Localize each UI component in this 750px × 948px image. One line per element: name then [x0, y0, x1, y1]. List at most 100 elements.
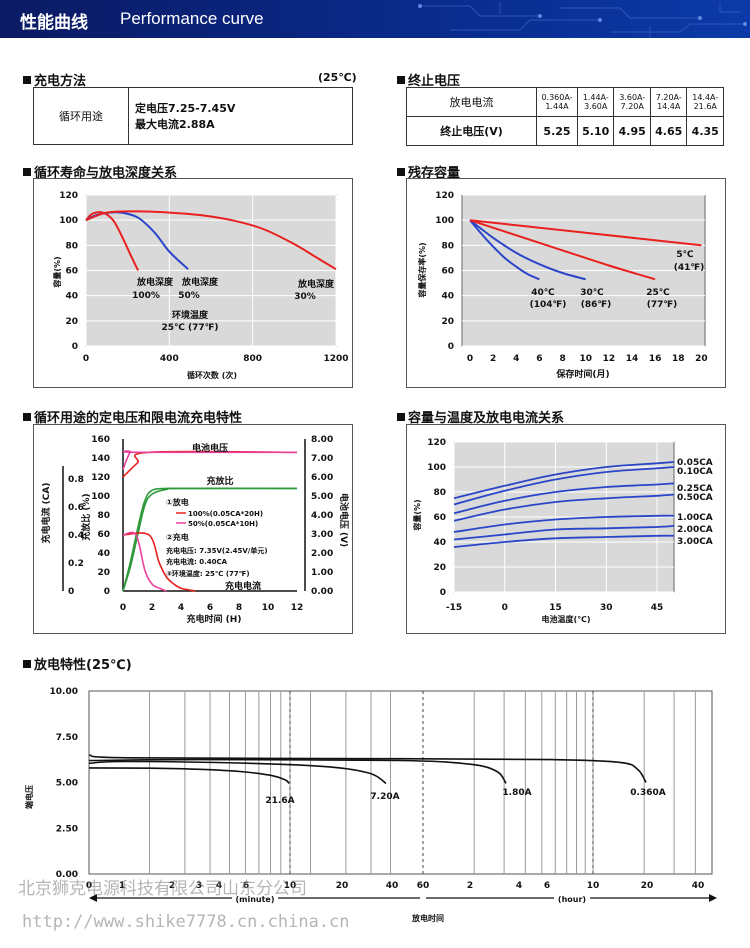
discharge-unit-minute: (minute): [235, 895, 274, 904]
charge-legend: 100%(0.05CA*20H): [188, 510, 263, 518]
cc1a: 1.44A-: [582, 93, 609, 102]
tempcap-series-line: [453, 466, 675, 506]
charge-volt-tick: 3.00: [311, 530, 333, 540]
charge-label-ratio: 充放比: [206, 475, 233, 487]
tempcap-ytick: 0: [440, 588, 446, 598]
tempcap-series-line: [453, 514, 675, 533]
charge-xtick: 0: [120, 603, 126, 613]
charge-ca-tick: 0: [68, 587, 74, 597]
residual-label: (86℉): [581, 300, 612, 310]
residual-ytick: 0: [448, 342, 454, 352]
charge-xtick: 4: [178, 603, 184, 613]
banner-title-en: Performance curve: [120, 9, 264, 28]
section-title-cutoff: 终止电压: [397, 70, 460, 89]
residual-ytick: 60: [441, 267, 454, 277]
discharge-arrow-head-left: [89, 894, 97, 902]
tempcap-series-line: [453, 493, 675, 522]
cc4b: 21.6A: [693, 102, 717, 111]
tempcap-ytick: 80: [433, 488, 446, 498]
tempcap-xtick: 15: [549, 603, 562, 613]
charging-method-box: 循环用途 定电压7.25-7.45V 最大电流2.88A: [33, 87, 353, 145]
cycle-ytick: 60: [65, 267, 78, 277]
cutoff-voltage-4: 4.35: [686, 116, 724, 146]
charging-temp: (25℃): [318, 71, 357, 84]
tempcap-label: 1.00CA: [677, 513, 713, 523]
charge-volt-tick: 7.00: [311, 454, 333, 464]
discharge-xtick-min: 0: [86, 881, 92, 891]
residual-ytick: 100: [435, 216, 454, 226]
tempcap-series-line: [453, 482, 675, 515]
cc3a: 7.20A-: [655, 93, 682, 102]
charge-pct-tick: 40: [97, 549, 110, 559]
charge-volt-tick: 6.00: [311, 473, 333, 483]
charge-ylabel-ca: 充电电流 (CA): [40, 483, 52, 544]
cycle-ytick: 0: [72, 342, 78, 352]
discharge-series-line: [88, 758, 507, 784]
charging-title-text: 充电方法: [34, 74, 87, 89]
discharge-xtick-hr: 2: [467, 881, 473, 891]
tempcap-ytick: 120: [427, 438, 446, 448]
cycle-ytick: 20: [65, 317, 78, 327]
charge-volt-tick: 8.00: [311, 435, 333, 445]
residual-label: (77℉): [647, 300, 678, 310]
residual-series-line: [469, 219, 656, 281]
discharge-title-text: 放电特性(25℃): [34, 658, 132, 673]
cutoff-voltage-0: 5.25: [536, 116, 578, 146]
discharge-xtick-min: 1: [119, 881, 125, 891]
cc3b: 14.4A: [657, 102, 681, 111]
charge-ylabel-pct: 充放比 (%): [80, 493, 92, 540]
residual-xtick: 8: [559, 354, 565, 364]
tempcap-ytick: 100: [427, 463, 446, 473]
watermark-url: http://www.shike7778.cn.china.cn: [22, 912, 350, 932]
cycle-ytick: 120: [59, 191, 78, 201]
header-banner: 性能曲线 Performance curve: [0, 0, 750, 38]
residual-xtick: 20: [695, 354, 708, 364]
cc2a: 3.60A-: [619, 93, 646, 102]
residual-label: 30℃: [580, 288, 604, 298]
section-title-charge-char: 循环用途的定电压和限电流充电特性: [23, 407, 242, 426]
residual-xtick: 18: [672, 354, 685, 364]
charge-pct-tick: 80: [97, 511, 110, 521]
charge-legend: 充电电压: 7.35V(2.45V/单元): [166, 546, 268, 555]
residual-xtick: 12: [603, 354, 616, 364]
discharge-series-line: [88, 767, 290, 785]
tempcap-xtick: 0: [502, 603, 508, 613]
residual-ytick: 80: [441, 241, 454, 251]
discharge-xtick-min: 60: [417, 881, 430, 891]
cutoff-voltage-1: 5.10: [576, 116, 615, 146]
cycle-label: 100%: [132, 291, 160, 301]
tempcap-label: 0.05CA: [677, 458, 713, 468]
charge-label-current: 充电电流: [225, 580, 261, 592]
cycle-series-line: [85, 211, 140, 271]
residual-label: 40℃: [531, 288, 555, 298]
tempcap-label: 3.00CA: [677, 537, 713, 547]
residual-xtick: 0: [467, 354, 473, 364]
discharge-series-line: [88, 760, 387, 785]
charge-legend: 50%(0.05CA*10H): [188, 520, 258, 528]
charge-xtick: 6: [207, 603, 213, 613]
residual-xtick: 14: [626, 354, 639, 364]
charge-ca-tick: 0.2: [68, 559, 84, 569]
charge-pct-tick: 0: [104, 587, 110, 597]
cutoff-row2-label: 终止电压(V): [406, 116, 537, 146]
charge-series-line: [122, 531, 167, 592]
section-title-discharge: 放电特性(25℃): [23, 654, 132, 673]
tempcap-label: 0.25CA: [677, 484, 713, 494]
tempcap-xtick: 30: [600, 603, 613, 613]
charge-xtick: 8: [236, 603, 242, 613]
cycle-life-title-text: 循环寿命与放电深度关系: [34, 166, 178, 181]
charge-pct-tick: 160: [91, 435, 110, 445]
discharge-ytick: 5.00: [56, 779, 78, 789]
tempcap-xtick: 45: [651, 603, 664, 613]
residual-xtick: 6: [536, 354, 542, 364]
residual-label: (104℉): [530, 300, 567, 310]
discharge-xtick-min: 20: [336, 881, 349, 891]
cutoff-current-3: 7.20A- 14.4A: [649, 87, 688, 117]
cycle-label: 50%: [178, 291, 200, 301]
cycle-xtick: 0: [83, 354, 89, 364]
residual-xlabel: 保存时间(月): [555, 368, 609, 380]
banner-title-cn: 性能曲线: [20, 13, 88, 33]
cc0a: 0.360A-: [541, 93, 573, 102]
cycle-label: 放电深度: [297, 278, 335, 290]
discharge-label: 7.20A: [370, 792, 399, 802]
